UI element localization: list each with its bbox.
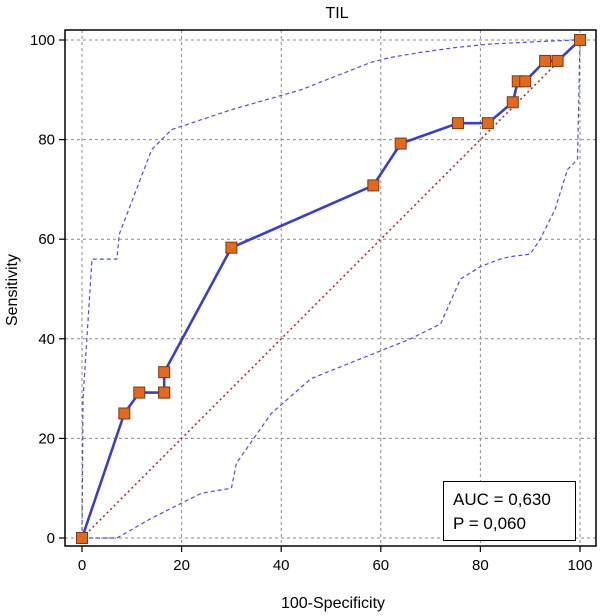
x-tick-label: 40 xyxy=(273,557,290,574)
y-tick-label: 20 xyxy=(38,430,55,447)
x-tick-label: 0 xyxy=(78,557,86,574)
roc-curve-line xyxy=(80,39,581,539)
roc-point-marker xyxy=(481,117,494,130)
reference-line-line xyxy=(81,39,581,539)
roc-point-marker xyxy=(394,137,407,150)
series-lines xyxy=(80,39,581,539)
chart-title: TIL xyxy=(325,5,348,22)
roc-point-marker xyxy=(574,34,586,46)
roc-point-marker xyxy=(551,54,564,67)
roc-point-marker xyxy=(506,96,519,109)
x-tick-label: 100 xyxy=(567,557,592,574)
roc-point-marker xyxy=(158,386,171,399)
roc-point-marker xyxy=(76,532,88,544)
x-axis-title: 100-Specificity xyxy=(281,595,385,612)
upper-95-confidence-bound-line xyxy=(81,39,580,539)
roc-point-marker xyxy=(519,75,532,88)
roc-point-marker xyxy=(118,407,131,420)
roc-point-marker xyxy=(158,366,171,379)
roc-point-marker xyxy=(225,241,238,254)
y-axis-title: Sensitivity xyxy=(4,254,21,326)
y-tick-label: 60 xyxy=(38,231,55,248)
y-tick-label: 100 xyxy=(30,32,55,49)
plot-frame xyxy=(64,29,597,547)
x-tick-label: 60 xyxy=(372,557,389,574)
y-tick-label: 40 xyxy=(38,331,55,348)
roc-point-marker xyxy=(367,179,380,192)
lower-95-confidence-bound-line xyxy=(82,39,581,539)
p-value-label: P = 0,060 xyxy=(453,514,526,533)
roc-point-marker xyxy=(539,54,552,67)
roc-point-marker xyxy=(133,386,146,399)
roc-point-marker xyxy=(451,117,464,130)
x-tick-label: 20 xyxy=(173,557,190,574)
y-tick-label: 0 xyxy=(47,530,55,547)
y-tick-label: 80 xyxy=(38,132,55,149)
grid-lines xyxy=(65,30,596,546)
auc-value-label: AUC = 0,630 xyxy=(453,490,551,509)
roc-markers xyxy=(76,34,586,544)
x-tick-label: 80 xyxy=(472,557,489,574)
axis-ticks: 0 20 40 60 80 100 0 20 40 60 80 100 xyxy=(30,32,593,574)
auc-legend-box: AUC = 0,630 P = 0,060 xyxy=(443,481,576,541)
